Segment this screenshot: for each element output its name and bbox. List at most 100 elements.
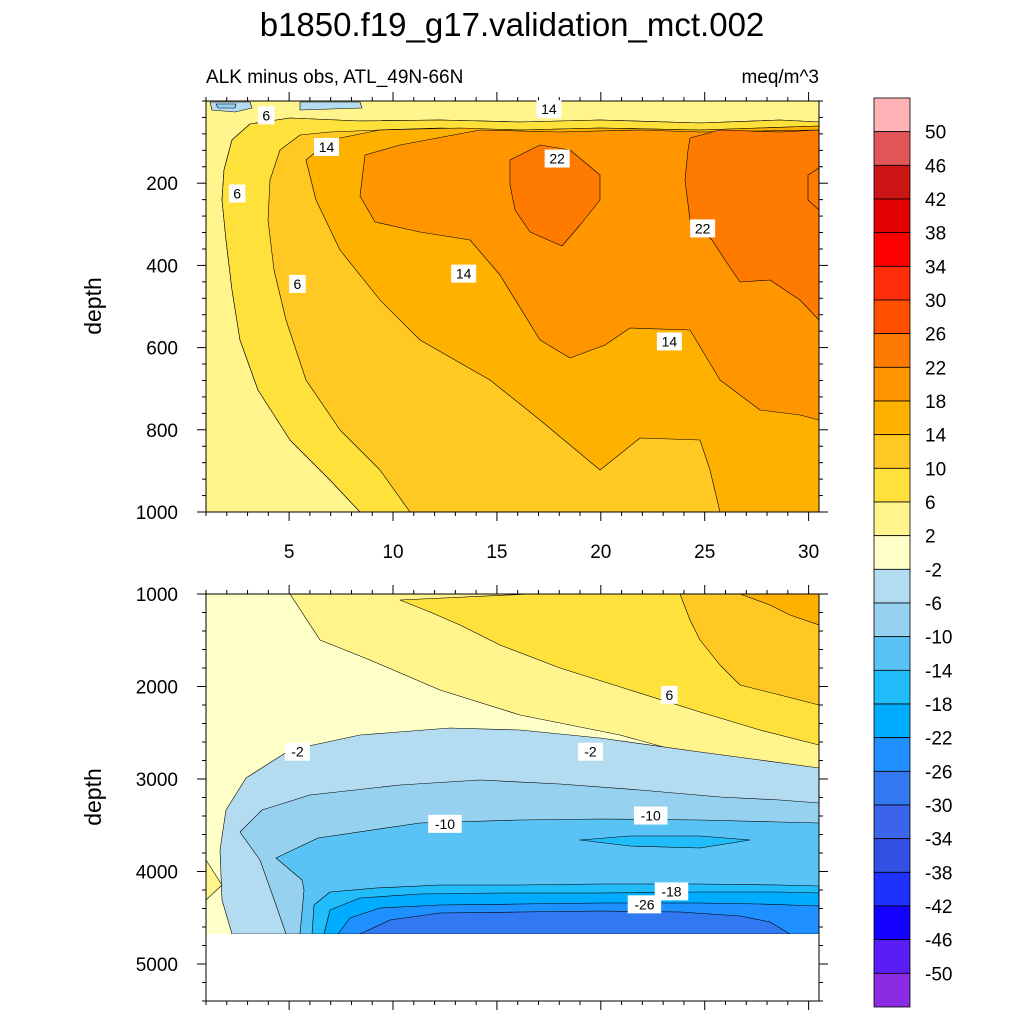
- surface-negative-patch-2: [215, 103, 237, 109]
- x-tick-label: 25: [694, 542, 715, 563]
- contour-label-text: 22: [695, 220, 711, 236]
- y-tick-label: 5000: [136, 955, 178, 976]
- contour-label: 6: [228, 184, 246, 203]
- colorbar-swatch: [873, 501, 911, 537]
- contour-label-bg: [258, 106, 275, 125]
- y-tick-label: 400: [146, 256, 178, 277]
- colorbar-label: -6: [925, 594, 942, 615]
- colorbar-swatch: [873, 164, 911, 200]
- y-tick-label: 4000: [136, 863, 178, 884]
- colorbar-label: 50: [925, 123, 946, 144]
- lower-axis-ticks: 1000 2000 3000 4000 5000: [136, 585, 828, 1010]
- contour-label-bg: [654, 882, 689, 901]
- y-tick-label: 2000: [136, 678, 178, 699]
- lower-panel-fills: [206, 594, 819, 1001]
- x-tick-label: 10: [382, 542, 403, 563]
- contour-label-text: 6: [294, 276, 302, 292]
- colorbar-label: 30: [925, 291, 946, 312]
- upper-contour-labels: 6 14 14 22 6 22 14 6 14: [228, 100, 716, 351]
- colorbar-swatch: [873, 232, 911, 267]
- contour-label-text: 22: [549, 151, 565, 167]
- colorbar-label: 26: [925, 325, 946, 346]
- surface-negative-patch-3: [299, 101, 363, 111]
- contour-label-bg: [428, 814, 462, 833]
- contour-label-bg: [577, 742, 603, 761]
- colorbar-label: 2: [925, 527, 936, 548]
- contour-label-bg: [451, 264, 477, 283]
- contour-label-bg: [656, 332, 682, 351]
- x-tick-label: 30: [798, 542, 819, 563]
- colorbar-swatch: [873, 333, 911, 368]
- contour-label: 22: [544, 149, 570, 168]
- fill-band-22-26-a: [509, 144, 601, 247]
- contour-label-text: -2: [584, 744, 597, 760]
- contour-label: -26: [627, 895, 662, 914]
- contour-label-text: -10: [641, 808, 661, 824]
- lower-ylabel: depth: [80, 768, 106, 826]
- y-tick-label: 800: [146, 421, 178, 442]
- contour-label-bg: [661, 685, 678, 704]
- x-tick-label: 20: [590, 542, 611, 563]
- contour-label-text: 6: [233, 185, 241, 201]
- missing-data-region: [206, 934, 819, 1001]
- y-tick-label: 600: [146, 339, 178, 360]
- upper-plot-frame: [205, 100, 820, 513]
- colorbar-label: -34: [925, 830, 953, 851]
- colorbar-swatch: [873, 366, 911, 402]
- contour-label-text: -2: [291, 744, 304, 760]
- lower-contour-labels: 6 -2 -2 -10 -10 -18 -26: [284, 685, 689, 914]
- colorbar-swatch: [873, 535, 911, 570]
- colorbar-label: 46: [925, 156, 946, 177]
- upper-axis-ticks: 200 400 600 800 1000 5 10 15 20 25 30: [136, 92, 828, 563]
- colorbar-swatch: [873, 636, 911, 671]
- colorbar-swatch: [873, 905, 911, 941]
- colorbar-label: -26: [925, 762, 952, 783]
- contour-label: 6: [289, 274, 306, 293]
- colorbar-label: -38: [925, 863, 952, 884]
- colorbar-label: -2: [925, 560, 942, 581]
- fill-band-10-14-lower: [679, 594, 819, 706]
- contour-label: 14: [314, 138, 340, 157]
- colorbar-label: -30: [925, 796, 952, 817]
- colorbar-swatch: [873, 804, 911, 840]
- contour-label-text: -26: [634, 896, 654, 912]
- contour-label: -10: [428, 814, 462, 833]
- colorbar-label: -18: [925, 695, 952, 716]
- colorbar-swatch: [873, 703, 911, 739]
- colorbar-label: 38: [925, 224, 946, 245]
- contour-label-bg: [289, 274, 306, 293]
- colorbar-swatch: [873, 871, 911, 907]
- contour-label-bg: [536, 100, 562, 119]
- colorbar-label: -42: [925, 897, 952, 918]
- fill-band-14-18-lower: [739, 594, 819, 626]
- contour-label-bg: [627, 895, 662, 914]
- contour-label-bg: [690, 219, 716, 238]
- contour-label: -18: [654, 882, 689, 901]
- contour-label-text: 6: [665, 687, 673, 703]
- contour-label-bg: [633, 806, 668, 825]
- fill-band-22-26-b: [684, 129, 819, 321]
- colorbar-swatch: [873, 198, 911, 234]
- colorbar-label: -46: [925, 931, 952, 952]
- upper-panel-fills: [206, 101, 819, 512]
- colorbar-swatch: [873, 434, 911, 469]
- colorbar-label: 34: [925, 257, 947, 278]
- colorbar-swatch: [873, 265, 911, 301]
- contour-label: 14: [451, 264, 477, 283]
- fill-band-26-plus: [807, 167, 819, 211]
- colorbar-label: -22: [925, 729, 952, 750]
- contour-label: 6: [258, 106, 275, 125]
- contour-label-text: 14: [662, 333, 678, 349]
- colorbar-label: 10: [925, 459, 946, 480]
- contour-label-bg: [314, 138, 340, 157]
- colorbar-swatch: [873, 131, 911, 166]
- colorbar-swatch: [873, 568, 911, 604]
- contour-label-text: 6: [262, 107, 270, 123]
- contour-label: -2: [577, 742, 603, 761]
- contour-label: 14: [536, 100, 562, 119]
- colorbar-label: 18: [925, 392, 946, 413]
- y-tick-label: 200: [146, 174, 178, 195]
- colorbar-swatch: [873, 939, 911, 974]
- contour-label-text: -10: [435, 816, 455, 832]
